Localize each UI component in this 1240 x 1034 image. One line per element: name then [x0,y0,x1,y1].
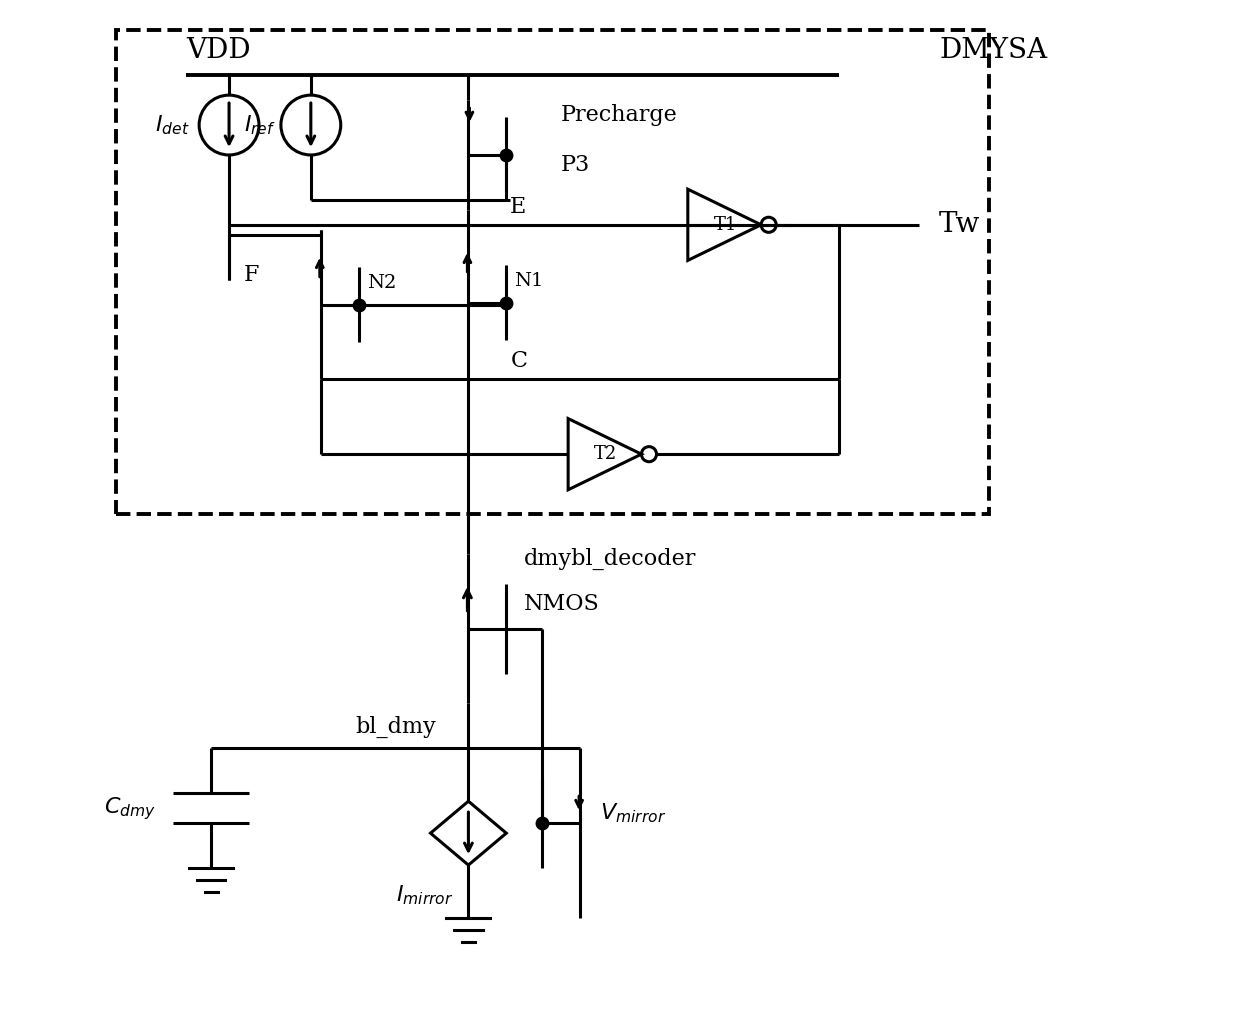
Text: T1: T1 [714,216,738,234]
Text: dmybl_decoder: dmybl_decoder [525,548,697,570]
Text: P3: P3 [562,154,590,176]
Text: $C_{dmy}$: $C_{dmy}$ [104,795,156,822]
Text: $V_{mirror}$: $V_{mirror}$ [600,801,666,825]
Text: N1: N1 [515,272,543,290]
Text: T2: T2 [594,446,618,463]
Text: E: E [511,195,527,218]
Text: C: C [511,351,527,372]
Text: N2: N2 [367,274,396,292]
Text: F: F [244,264,259,285]
Text: $I_{ref}$: $I_{ref}$ [244,114,277,136]
Text: VDD: VDD [186,37,250,64]
Text: bl_dmy: bl_dmy [356,716,436,737]
Text: Tw: Tw [939,211,981,238]
Text: $I_{mirror}$: $I_{mirror}$ [396,883,454,907]
Text: DMYSA: DMYSA [939,37,1048,64]
Text: NMOS: NMOS [525,592,600,615]
Text: $I_{det}$: $I_{det}$ [155,114,190,136]
Text: Precharge: Precharge [562,104,678,126]
